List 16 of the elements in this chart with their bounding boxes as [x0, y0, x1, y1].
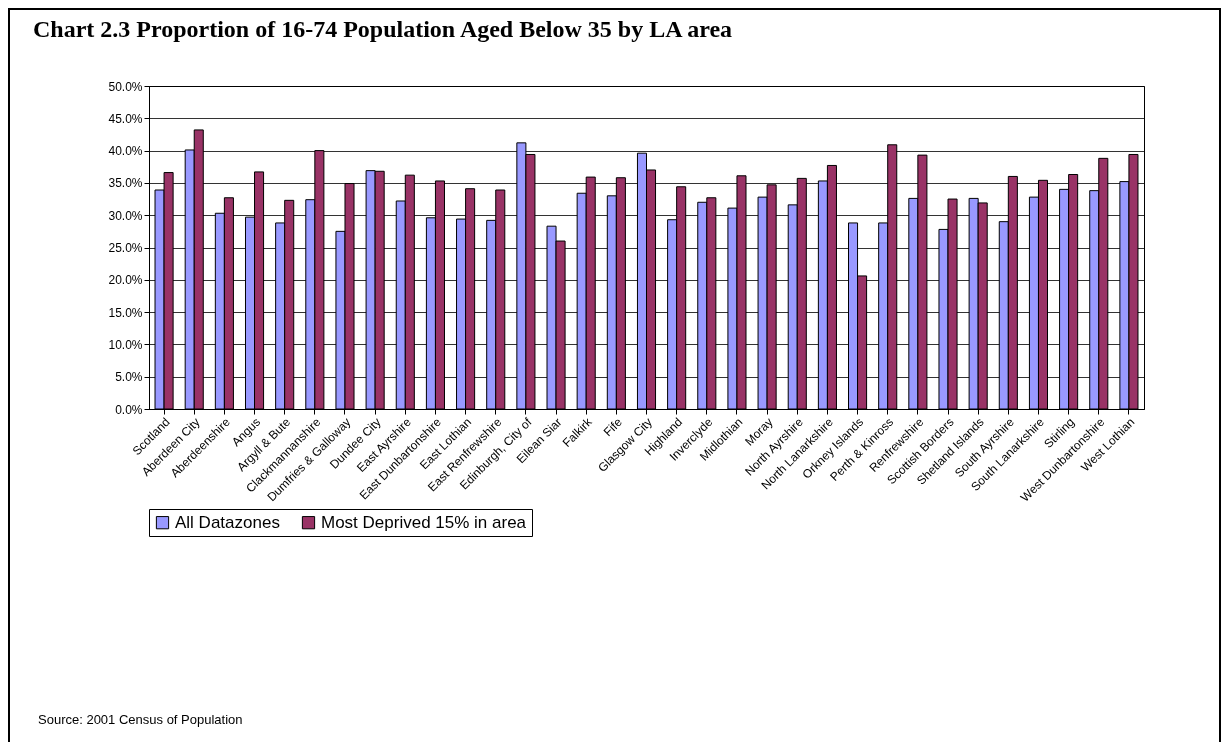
y-tick-label: 5.0%: [115, 370, 143, 385]
y-tick-label: 20.0%: [108, 273, 143, 288]
y-tick-label: 30.0%: [108, 208, 143, 223]
y-tick-label: 0.0%: [115, 402, 143, 417]
x-tick-label: Fife: [600, 414, 626, 440]
y-tick-label: 50.0%: [108, 79, 143, 94]
legend-label: All Datazones: [175, 512, 280, 532]
y-tick-label: 15.0%: [108, 305, 143, 320]
y-tick-label: 40.0%: [108, 144, 143, 159]
y-tick-label: 35.0%: [108, 176, 143, 191]
source-note: Source: 2001 Census of Population: [38, 712, 243, 727]
chart-title: Chart 2.3 Proportion of 16-74 Population Aged Below 35 by LA area: [32, 16, 733, 42]
y-tick-label: 45.0%: [108, 111, 143, 126]
legend-label: Most Deprived 15% in area: [321, 512, 527, 532]
y-tick-label: 25.0%: [108, 241, 143, 255]
y-tick-label: 10.0%: [108, 337, 143, 352]
